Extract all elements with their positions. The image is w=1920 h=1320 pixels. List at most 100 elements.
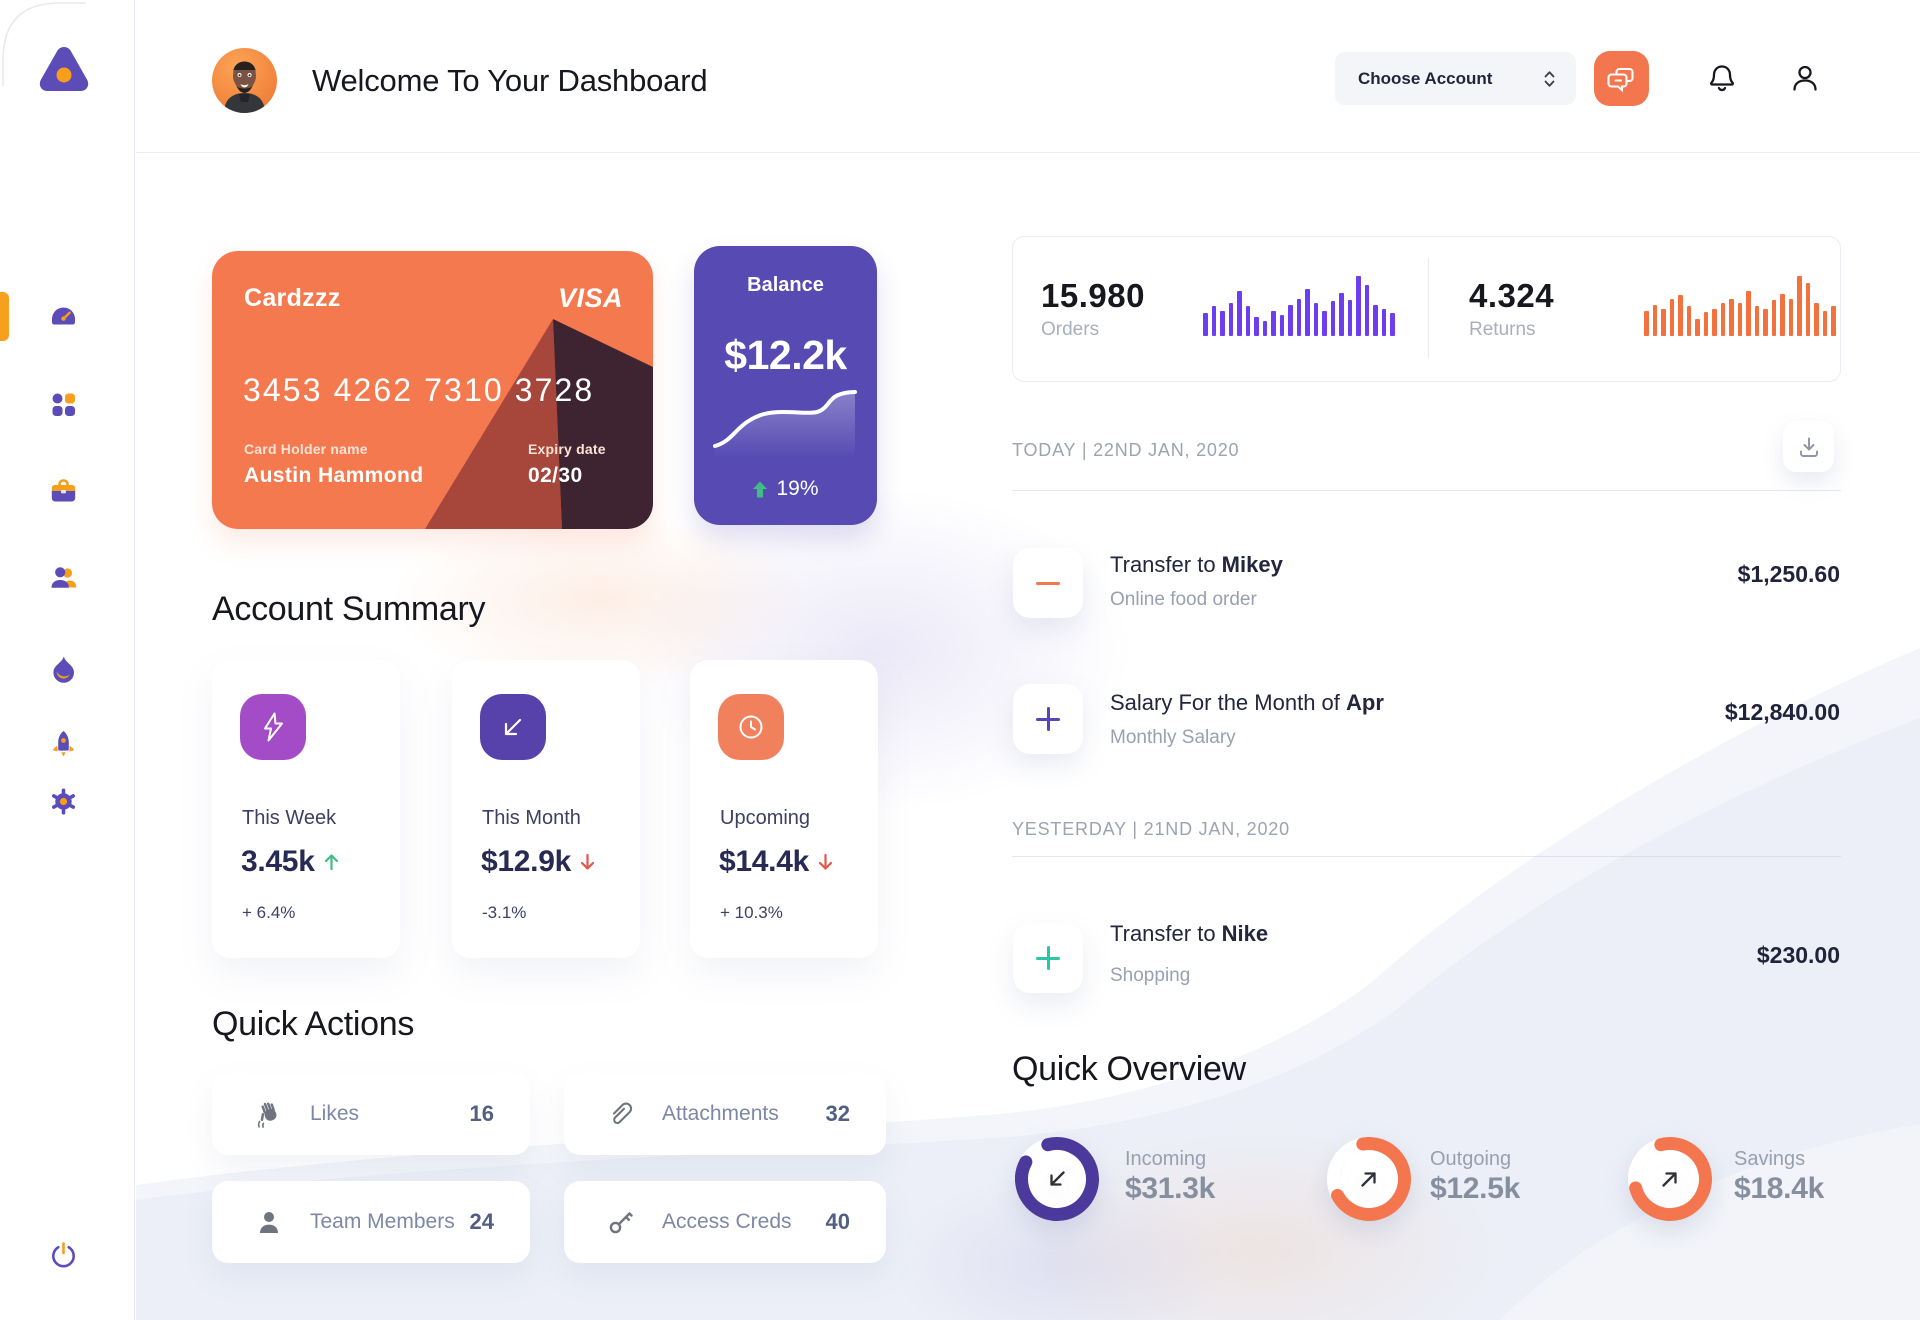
summary-delta: -3.1% — [482, 903, 527, 922]
power-icon[interactable] — [49, 1241, 78, 1270]
transaction-title[interactable]: Transfer to Nike — [1110, 921, 1268, 947]
orders-value: 15.980 — [1041, 277, 1145, 314]
quick-actions-heading: Quick Actions — [212, 1005, 415, 1043]
bank-card-art — [425, 319, 653, 529]
transaction-title-prefix: Transfer to — [1110, 921, 1222, 946]
transaction-icon-income — [1013, 684, 1083, 754]
download-button[interactable] — [1783, 421, 1834, 472]
overview-value: $31.3k — [1125, 1172, 1215, 1205]
plus-icon — [1036, 946, 1060, 970]
quick-action-access[interactable]: Access Creds 40 — [564, 1181, 886, 1263]
grid-apps-icon[interactable] — [49, 390, 78, 419]
summary-value: 3.45k — [241, 845, 339, 879]
quick-action-team[interactable]: Team Members 24 — [212, 1181, 530, 1263]
users-icon[interactable] — [49, 563, 78, 592]
paperclip-icon — [612, 1102, 633, 1125]
transaction-title-bold: Nike — [1221, 921, 1269, 946]
date-group-yesterday: YESTERDAY | 21ND JAN, 2020 — [1012, 819, 1290, 839]
transaction-subtitle: Monthly Salary — [1110, 727, 1236, 748]
returns-value: 4.324 — [1469, 277, 1555, 314]
divider — [1012, 490, 1841, 491]
minus-icon — [1036, 581, 1060, 585]
messages-button[interactable] — [1594, 51, 1649, 106]
overview-value: $18.4k — [1734, 1172, 1824, 1205]
quick-action-label: Team Members — [310, 1210, 455, 1233]
summary-card-week[interactable]: This Week 3.45k + 6.4% — [212, 660, 400, 958]
overview-value: $12.5k — [1430, 1172, 1520, 1205]
quick-overview-heading: Quick Overview — [1012, 1050, 1246, 1088]
returns-label: Returns — [1469, 319, 1536, 340]
transaction-icon-expense — [1013, 548, 1083, 618]
balance-value: $12.2k — [724, 332, 847, 378]
plus-icon — [1036, 707, 1060, 731]
summary-label: This Week — [242, 807, 337, 829]
transaction-title[interactable]: Transfer to Mikey — [1110, 552, 1283, 578]
transaction-icon-income — [1013, 923, 1083, 993]
account-select-label: Choose Account — [1358, 68, 1493, 88]
transaction-subtitle: Shopping — [1110, 965, 1191, 986]
stats-divider — [1428, 258, 1429, 358]
account-select-dropdown[interactable]: Choose Account — [1335, 52, 1576, 105]
person-icon — [260, 1212, 278, 1233]
profile-icon[interactable] — [1789, 62, 1821, 94]
summary-label: Upcoming — [720, 807, 811, 829]
transaction-title-bold: Apr — [1346, 690, 1384, 715]
lightning-icon — [240, 694, 306, 760]
bank-card-name: Cardzzz — [244, 284, 341, 312]
account-summary-heading: Account Summary — [212, 590, 486, 628]
user-avatar[interactable] — [212, 48, 277, 113]
transaction-amount: $230.00 — [1756, 942, 1840, 968]
rocket-icon[interactable] — [49, 729, 78, 758]
quick-action-label: Attachments — [662, 1102, 779, 1125]
summary-card-month[interactable]: This Month $12.9k -3.1% — [452, 660, 640, 958]
transaction-title-prefix: Transfer to — [1110, 552, 1222, 577]
dashboard-gauge-icon[interactable] — [49, 303, 78, 332]
clock-icon — [718, 694, 784, 760]
bank-card-number: 3453 4262 7310 3728 — [243, 372, 595, 408]
card-holder-label: Card Holder name — [244, 441, 368, 457]
quick-action-label: Likes — [310, 1102, 360, 1125]
summary-value: $12.9k — [481, 845, 595, 879]
arrow-up-right-icon — [1662, 1172, 1677, 1187]
quick-action-attachments[interactable]: Attachments 32 — [564, 1073, 886, 1155]
transaction-subtitle: Online food order — [1110, 589, 1257, 610]
overview-label: Outgoing — [1430, 1148, 1512, 1170]
chevron-updown-icon — [1544, 70, 1555, 87]
expiry-value: 02/30 — [528, 464, 583, 487]
trend-down-icon — [580, 853, 595, 870]
summary-value-text: $14.4k — [719, 845, 809, 878]
arrow-down-left-icon — [1050, 1171, 1065, 1186]
donut-outgoing — [1327, 1137, 1411, 1221]
active-nav-indicator — [0, 292, 9, 341]
returns-sparkline — [1644, 276, 1836, 336]
chat-messages-icon — [1606, 67, 1634, 92]
arrow-up-right-icon — [1361, 1172, 1376, 1187]
summary-card-upcoming[interactable]: Upcoming $14.4k + 10.3% — [690, 660, 878, 958]
briefcase-icon[interactable] — [49, 477, 78, 506]
orders-label: Orders — [1041, 319, 1100, 340]
sidebar-corner — [2, 2, 86, 86]
expiry-label: Expiry date — [528, 441, 606, 457]
bank-card[interactable]: Cardzzz VISA 3453 4262 7310 3728 Card Ho… — [212, 251, 653, 529]
gear-icon[interactable] — [49, 787, 78, 816]
key-icon — [609, 1212, 633, 1234]
overview-label: Incoming — [1125, 1148, 1207, 1170]
summary-label: This Month — [482, 807, 581, 829]
download-icon — [1799, 437, 1818, 457]
transaction-title-prefix: Salary For the Month of — [1110, 690, 1346, 715]
transaction-title-bold: Mikey — [1221, 552, 1283, 577]
visa-logo: VISA — [557, 283, 623, 313]
notifications-bell-icon[interactable] — [1706, 62, 1738, 94]
flame-icon[interactable] — [49, 654, 78, 683]
orders-sparkline — [1203, 276, 1395, 336]
transaction-title[interactable]: Salary For the Month of Apr — [1110, 690, 1384, 716]
sidebar — [0, 0, 135, 1320]
app-logo[interactable] — [36, 42, 92, 98]
quick-action-likes[interactable]: Likes 16 — [212, 1073, 530, 1155]
divider — [1012, 856, 1841, 857]
trend-down-icon — [818, 853, 833, 870]
balance-card[interactable]: Balance $12.2k 19% — [694, 246, 877, 525]
quick-action-count: 32 — [825, 1101, 850, 1126]
transaction-amount: $1,250.60 — [1737, 561, 1840, 587]
transaction-amount: $12,840.00 — [1724, 699, 1840, 725]
